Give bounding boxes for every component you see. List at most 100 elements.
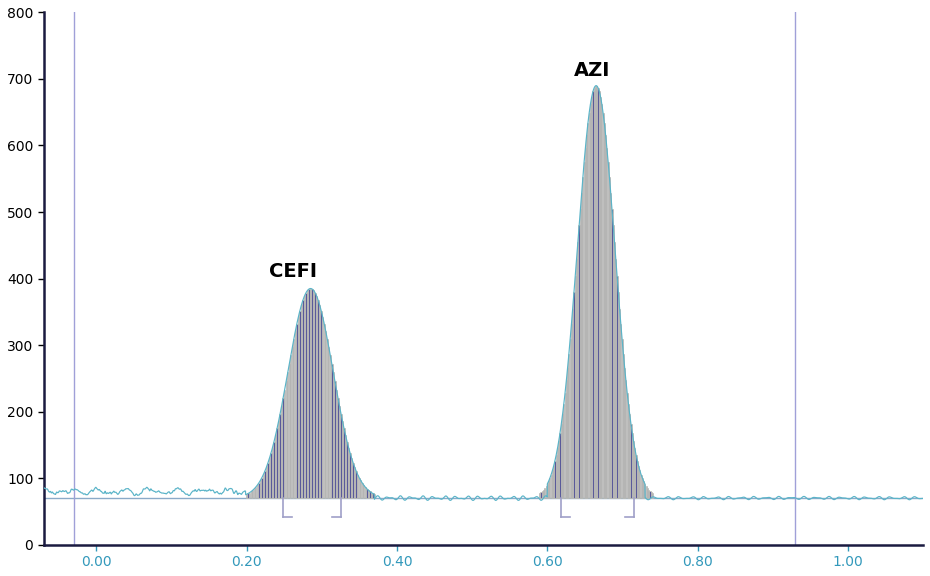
Bar	[288, 364, 290, 498]
Bar	[589, 113, 590, 498]
Bar	[597, 88, 599, 498]
Bar	[578, 225, 579, 498]
Bar	[550, 478, 551, 498]
Bar	[547, 484, 548, 498]
Bar	[299, 310, 300, 498]
Bar	[246, 494, 247, 498]
Bar	[266, 467, 267, 498]
Bar	[546, 486, 547, 498]
Bar	[363, 485, 365, 498]
Text: AZI: AZI	[574, 60, 610, 79]
Bar	[351, 458, 352, 498]
Bar	[555, 455, 557, 498]
Bar	[560, 433, 561, 498]
Bar	[642, 478, 643, 498]
Bar	[567, 367, 568, 498]
Bar	[591, 97, 592, 498]
Bar	[352, 463, 353, 498]
Bar	[631, 433, 632, 498]
Bar	[357, 475, 358, 498]
Bar	[316, 296, 317, 498]
Bar	[643, 481, 644, 498]
Bar	[249, 492, 250, 498]
Bar	[312, 290, 314, 498]
Bar	[647, 488, 648, 498]
Bar	[621, 339, 623, 498]
Bar	[551, 471, 553, 498]
Bar	[350, 453, 351, 498]
Bar	[287, 373, 288, 498]
Bar	[348, 448, 350, 498]
Bar	[590, 104, 591, 498]
Bar	[565, 381, 567, 498]
Bar	[252, 490, 254, 498]
Bar	[367, 490, 369, 498]
Bar	[638, 466, 639, 498]
Bar	[269, 458, 270, 498]
Bar	[292, 347, 293, 498]
Bar	[295, 331, 296, 498]
Bar	[360, 480, 362, 498]
Bar	[345, 435, 346, 498]
Bar	[644, 484, 645, 498]
Bar	[324, 324, 325, 498]
Bar	[300, 305, 302, 498]
Bar	[641, 475, 642, 498]
Bar	[272, 448, 273, 498]
Bar	[305, 293, 307, 498]
Bar	[372, 494, 374, 498]
Bar	[615, 259, 617, 498]
Bar	[336, 389, 337, 498]
Bar	[346, 442, 348, 498]
Bar	[354, 467, 355, 498]
Bar	[281, 406, 283, 498]
Bar	[629, 415, 631, 498]
Bar	[607, 162, 609, 498]
Bar	[568, 354, 569, 498]
Bar	[652, 494, 653, 498]
Bar	[595, 86, 596, 498]
Bar	[271, 453, 272, 498]
Bar	[605, 135, 606, 498]
Bar	[279, 414, 281, 498]
Bar	[564, 404, 565, 498]
Bar	[581, 193, 582, 498]
Bar	[614, 242, 615, 498]
Bar	[611, 209, 613, 498]
Bar	[592, 92, 593, 498]
Bar	[273, 442, 274, 498]
Bar	[302, 300, 303, 498]
Bar	[639, 471, 641, 498]
Bar	[637, 461, 638, 498]
Bar	[593, 88, 595, 498]
Bar	[619, 309, 620, 498]
Bar	[298, 317, 299, 498]
Bar	[338, 398, 339, 498]
Bar	[371, 492, 372, 498]
Bar	[648, 490, 649, 498]
Bar	[283, 398, 284, 498]
Bar	[314, 293, 316, 498]
Bar	[321, 310, 322, 498]
Bar	[588, 123, 589, 498]
Bar	[369, 491, 370, 498]
Bar	[254, 489, 255, 498]
Bar	[290, 355, 291, 498]
Bar	[569, 339, 571, 498]
Bar	[307, 290, 308, 498]
Bar	[613, 225, 614, 498]
Bar	[540, 492, 541, 498]
Bar	[328, 347, 329, 498]
Bar	[247, 494, 249, 498]
Bar	[366, 489, 367, 498]
Bar	[651, 492, 652, 498]
Bar	[278, 421, 279, 498]
Bar	[304, 296, 305, 498]
Bar	[276, 429, 278, 498]
Bar	[602, 104, 603, 498]
Bar	[250, 491, 252, 498]
Bar	[267, 463, 269, 498]
Bar	[262, 475, 264, 498]
Bar	[558, 441, 559, 498]
Bar	[574, 293, 575, 498]
